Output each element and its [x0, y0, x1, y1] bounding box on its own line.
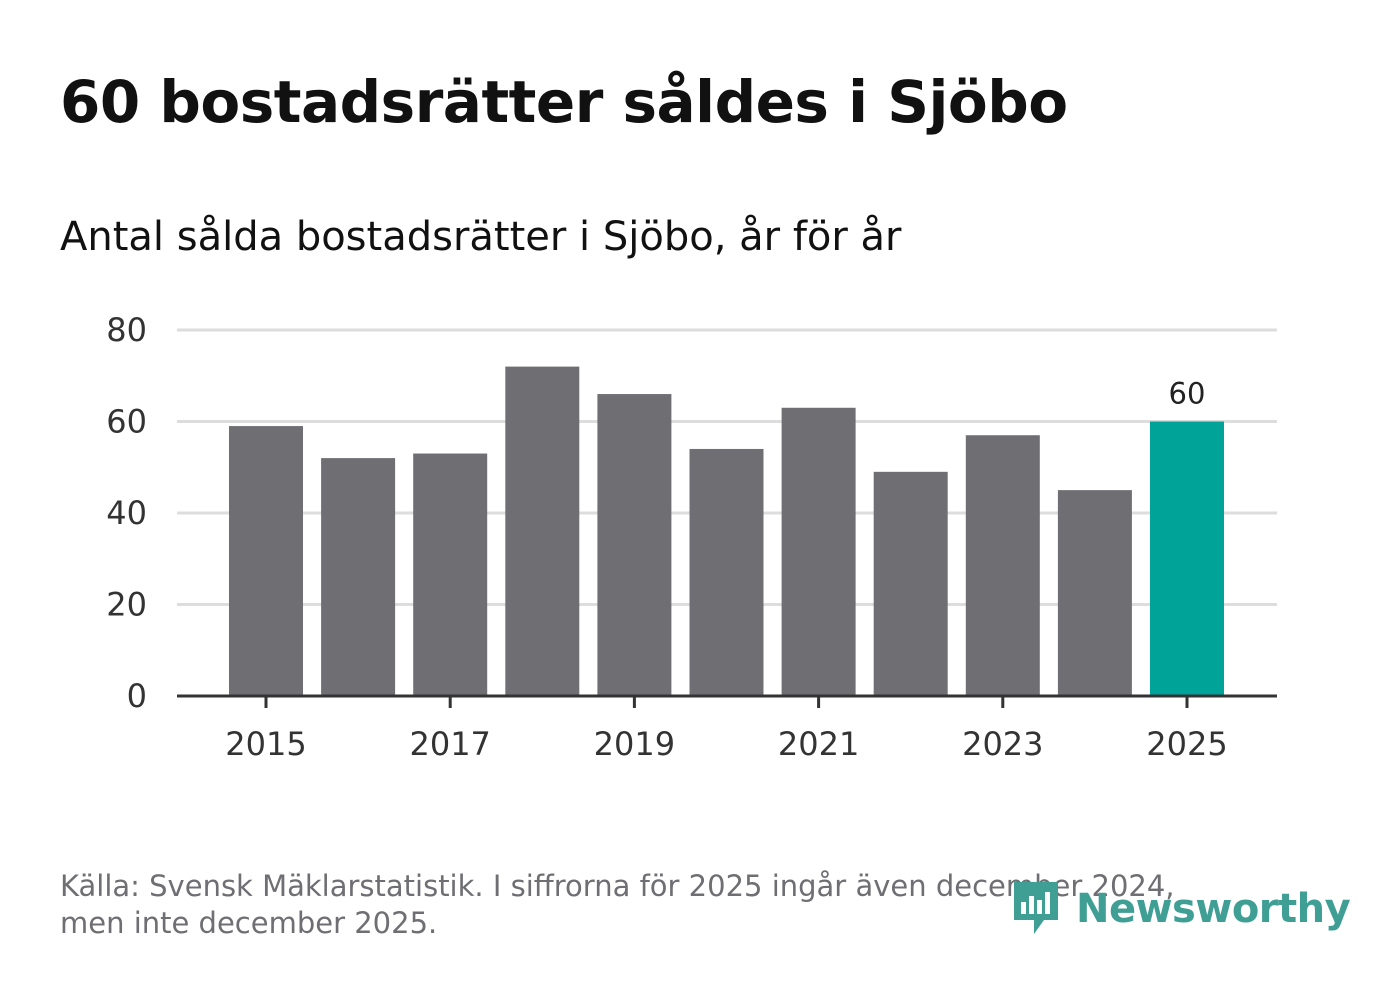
bar-2018	[505, 366, 580, 696]
bar-2017	[413, 453, 488, 696]
bar-2025	[1150, 421, 1224, 696]
brand-name: Newsworthy	[1076, 886, 1351, 932]
y-tick-label-0: 0	[127, 677, 147, 715]
x-tick-label-2021: 2021	[778, 725, 859, 763]
x-tick-label-2025: 2025	[1146, 725, 1227, 763]
x-tick-label-2015: 2015	[225, 725, 306, 763]
source-note: Källa: Svensk Mäklarstatistik. I siffror…	[60, 868, 1260, 942]
bar-2015	[229, 426, 303, 696]
bars	[229, 366, 1224, 696]
bar-2022	[873, 471, 948, 696]
chart-subtitle: Antal sålda bostadsrätter i Sjöbo, år fö…	[60, 214, 902, 260]
source-note-line-1: Källa: Svensk Mäklarstatistik. I siffror…	[60, 869, 1175, 903]
x-tick-label-2019: 2019	[594, 725, 675, 763]
axes	[177, 694, 1277, 708]
bar-2019	[597, 394, 672, 696]
bar-2024	[1057, 490, 1132, 696]
y-tick-label-20: 20	[106, 586, 147, 624]
bar-2021	[781, 407, 856, 696]
data-label-2025: 60	[1169, 377, 1206, 411]
x-tick-label-2017: 2017	[409, 725, 490, 763]
chart-bubble-icon	[1014, 882, 1058, 934]
y-tick-label-40: 40	[106, 494, 147, 532]
source-note-line-2: men inte december 2025.	[60, 906, 438, 940]
bar-2016	[321, 458, 396, 696]
y-tick-label-80: 80	[106, 311, 147, 349]
chart-headline: 60 bostadsrätter såldes i Sjöbo	[60, 68, 1068, 136]
labels: 0 20 40 60 80 2015 2017 2019 2021 2023 2025 60	[106, 311, 1227, 763]
x-tick-label-2023: 2023	[962, 725, 1043, 763]
brand-logo: Newsworthy	[1010, 878, 1351, 940]
bar-2020	[689, 448, 764, 696]
y-tick-label-60: 60	[106, 403, 147, 441]
bar-2023	[965, 435, 1040, 696]
